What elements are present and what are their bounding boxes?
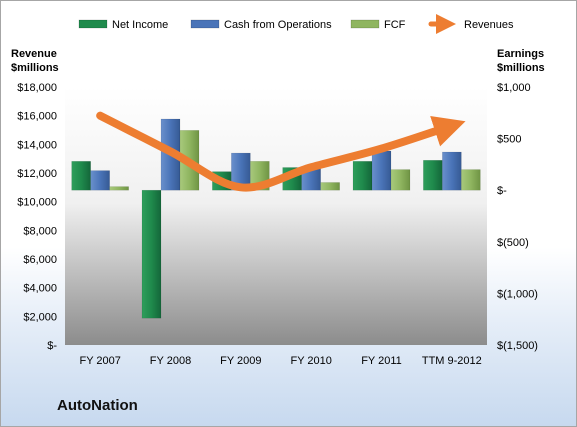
right-axis-ticks: $(1,500) $(1,000) $(500) $- $500 $1,000 <box>497 82 538 352</box>
legend-swatch <box>78 19 108 29</box>
legend-swatch <box>190 19 220 29</box>
right-tick-label: $1,000 <box>497 82 531 94</box>
left-tick-label: $10,000 <box>17 197 57 209</box>
right-tick-label: $500 <box>497 134 521 146</box>
net-income-bar <box>423 160 443 191</box>
right-tick-label: $- <box>497 185 507 197</box>
x-tick-label: FY 2009 <box>220 355 261 367</box>
x-tick-label: FY 2011 <box>361 355 402 367</box>
left-tick-label: $6,000 <box>23 254 57 266</box>
legend-label: Revenues <box>464 19 514 31</box>
x-tick-label: FY 2008 <box>150 355 191 367</box>
net-income-bar <box>141 189 162 319</box>
fcf-bar <box>109 186 129 191</box>
revenue-line <box>96 111 466 192</box>
left-axis-title-line1: Revenue <box>11 48 57 60</box>
left-tick-label: $2,000 <box>23 311 57 323</box>
right-tick-label: $(1,500) <box>497 340 538 352</box>
left-tick-label: $14,000 <box>17 139 57 151</box>
left-tick-label: $18,000 <box>17 82 57 94</box>
left-tick-label: $- <box>47 340 57 352</box>
cash-from-operations-bar <box>442 151 462 191</box>
fcf-bar <box>320 182 340 191</box>
right-tick-label: $(1,000) <box>497 288 538 300</box>
x-tick-label: FY 2010 <box>290 355 331 367</box>
net-income-bar <box>352 161 373 191</box>
right-axis-title-line1: Earnings <box>497 48 544 60</box>
left-tick-label: $12,000 <box>17 168 57 180</box>
fcf-bar <box>461 169 481 191</box>
legend-label: Cash from Operations <box>224 19 332 31</box>
right-axis-title-line2: $millions <box>497 62 545 74</box>
legend-label: FCF <box>384 19 406 31</box>
left-tick-label: $8,000 <box>23 225 57 237</box>
right-tick-label: $(500) <box>497 237 529 249</box>
company-name: AutoNation <box>57 397 138 414</box>
revenue-line-group <box>96 111 466 192</box>
legend-swatch <box>350 19 380 29</box>
net-income-bar <box>71 161 91 191</box>
left-axis-ticks: $- $2,000 $4,000 $6,000 $8,000 $10,000 $12,000… <box>17 82 57 352</box>
legend: Net Income Cash from Operations FCF Revenue… <box>78 14 514 34</box>
cash-from-operations-bar <box>90 170 110 191</box>
left-tick-label: $16,000 <box>17 111 57 123</box>
left-axis-title-line2: $millions <box>11 62 59 74</box>
legend-label: Net Income <box>112 19 168 31</box>
fcf-bar <box>390 169 411 191</box>
cash-from-operations-bar <box>371 150 392 191</box>
x-tick-label: TTM 9-2012 <box>422 355 482 367</box>
left-tick-label: $4,000 <box>23 283 57 295</box>
x-axis-ticks: FY 2007 FY 2008 FY 2009 FY 2010 FY 2011 TTM 9… <box>79 355 481 367</box>
x-tick-label: FY 2007 <box>79 355 120 367</box>
